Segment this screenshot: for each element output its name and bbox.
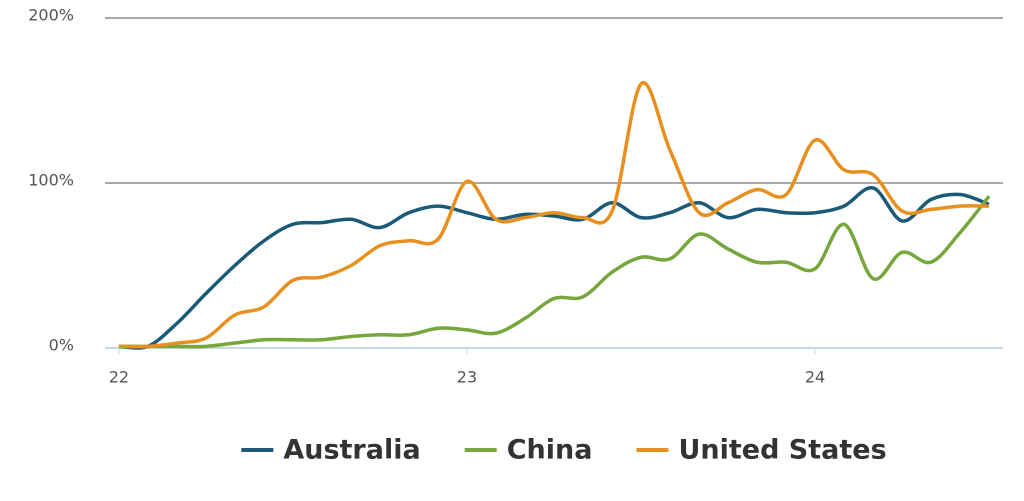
y-tick-label: 200%	[28, 6, 74, 25]
legend: Australia China United States	[241, 435, 887, 466]
line	[118, 81, 990, 349]
x-tick-label: 22	[109, 368, 129, 387]
x-tick-label: 23	[457, 368, 477, 387]
y-tick-label: 100%	[28, 171, 74, 190]
legend-label: Australia	[283, 435, 420, 466]
line	[118, 186, 990, 350]
x-tick-label: 24	[805, 368, 825, 387]
legend-label: China	[507, 435, 593, 466]
line	[118, 195, 991, 349]
y-tick-label: 0%	[49, 336, 74, 355]
legend-label: United States	[678, 435, 886, 466]
